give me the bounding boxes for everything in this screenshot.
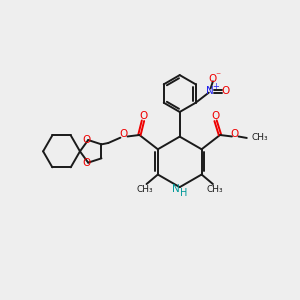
- Text: O: O: [140, 111, 148, 121]
- Text: O: O: [120, 128, 128, 139]
- Text: O: O: [231, 129, 239, 139]
- Text: CH₃: CH₃: [206, 185, 223, 194]
- Text: O: O: [221, 86, 230, 96]
- Text: CH₃: CH₃: [251, 134, 268, 142]
- Text: +: +: [212, 82, 219, 91]
- Text: H: H: [180, 188, 187, 197]
- Text: N: N: [206, 86, 214, 96]
- Text: CH₃: CH₃: [137, 185, 153, 194]
- Text: O: O: [209, 74, 217, 84]
- Text: N: N: [172, 184, 180, 194]
- Text: ⁻: ⁻: [216, 71, 221, 81]
- Text: O: O: [82, 158, 91, 168]
- Text: O: O: [212, 111, 220, 121]
- Text: O: O: [82, 135, 91, 145]
